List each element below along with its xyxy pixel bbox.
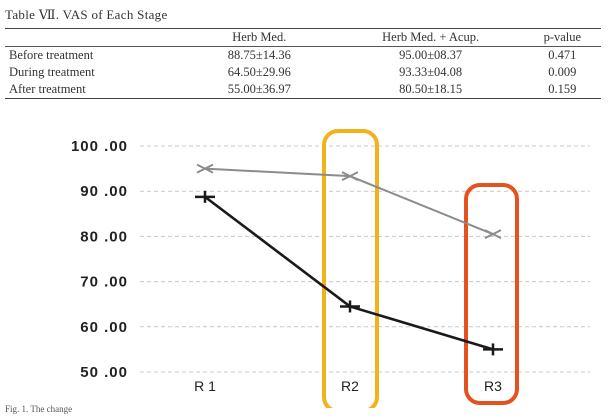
header-p-value: p-value — [543, 30, 582, 44]
header-stage — [5, 29, 181, 47]
row-p-value: 0.471 — [548, 48, 577, 62]
series-lines — [195, 163, 503, 356]
data-point-marker — [341, 171, 359, 182]
y-tick-label: 50 .00 — [80, 364, 128, 381]
y-tick-label: 70 .00 — [80, 274, 128, 291]
x-axis-ticks: R 1 R2 R3 — [194, 378, 502, 394]
vas-table: Herb Med. Herb Med. + Acup. p-value Befo… — [5, 28, 601, 99]
data-point-marker — [483, 343, 503, 356]
y-tick-label: 80 .00 — [80, 228, 128, 245]
row-herb-med: 55.00±36.97 — [227, 82, 291, 96]
table-row: After treatment 55.00±36.97 80.50±18.15 … — [5, 81, 601, 99]
row-herb-med: 64.50±29.96 — [227, 65, 291, 79]
table-row: Before treatment 88.75±14.36 95.00±08.37… — [5, 47, 601, 65]
figure-caption: Fig. 1. The change — [5, 404, 73, 414]
series-line — [204, 167, 494, 236]
row-stage: During treatment — [9, 65, 95, 79]
row-herb-med: 88.75±14.36 — [227, 48, 291, 62]
vas-line-chart: 100 .00 90 .00 80 .00 70 .00 60 .00 50 .00 R … — [71, 129, 590, 408]
x-tick-label: R2 — [341, 378, 359, 394]
y-tick-label: 60 .00 — [80, 319, 128, 336]
highlight-box-r3 — [464, 183, 519, 405]
data-point-marker — [195, 190, 215, 203]
data-point-marker — [340, 300, 360, 313]
row-p-value: 0.009 — [548, 65, 577, 79]
table-header-row: Herb Med. Herb Med. + Acup. p-value — [5, 28, 601, 47]
row-stage: After treatment — [9, 82, 86, 96]
x-tick-label: R 1 — [194, 378, 216, 394]
y-axis-ticks: 100 .00 90 .00 80 .00 70 .00 60 .00 50 .00 — [71, 138, 128, 381]
row-stage: Before treatment — [9, 48, 94, 62]
row-herb-acup: 93.33±04.08 — [399, 65, 463, 79]
row-herb-acup: 80.50±18.15 — [399, 82, 463, 96]
table-row: During treatment 64.50±29.96 93.33±04.08… — [5, 64, 601, 81]
grid-lines — [140, 145, 590, 373]
header-herb-acup: Herb Med. + Acup. — [382, 30, 480, 44]
table-caption: Table Ⅶ. VAS of Each Stage — [5, 7, 168, 22]
row-p-value: 0.159 — [548, 82, 577, 96]
y-tick-label: 100 .00 — [71, 138, 128, 155]
data-point-marker — [484, 229, 502, 240]
y-tick-label: 90 .00 — [80, 183, 128, 200]
header-herb-med: Herb Med. — [232, 30, 287, 44]
data-point-marker — [196, 163, 214, 174]
row-herb-acup: 95.00±08.37 — [399, 48, 463, 62]
x-tick-label: R3 — [484, 378, 502, 394]
highlight-box-r2 — [322, 129, 379, 408]
highlight-annotations — [322, 129, 519, 408]
